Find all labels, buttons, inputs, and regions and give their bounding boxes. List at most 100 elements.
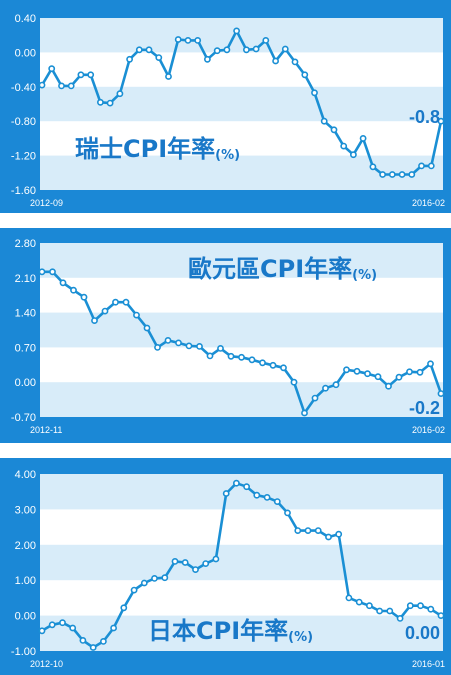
- data-point: [248, 356, 256, 364]
- y-tick-label: -0.70: [11, 412, 36, 424]
- data-point: [301, 71, 309, 79]
- chart-title-text: 日本CPI年率: [148, 617, 288, 645]
- data-point: [365, 602, 373, 610]
- data-point: [130, 586, 138, 594]
- data-point: [320, 117, 328, 125]
- data-point: [332, 381, 340, 389]
- data-point: [97, 98, 104, 106]
- y-tick-label: -1.20: [11, 151, 36, 163]
- data-point: [314, 527, 322, 534]
- data-point: [417, 602, 424, 610]
- grid-band: [40, 382, 443, 417]
- chart-title-text: 歐元區CPI年率: [188, 255, 352, 283]
- data-point: [143, 324, 151, 332]
- data-point: [59, 619, 66, 627]
- data-point: [242, 46, 250, 54]
- data-point: [340, 142, 348, 150]
- grid-band: [40, 18, 443, 53]
- x-start-label: 2012-11: [30, 425, 62, 435]
- chart-title-unit: (%): [352, 268, 377, 283]
- data-point: [155, 54, 163, 61]
- data-point: [165, 73, 172, 80]
- data-point: [294, 527, 302, 534]
- y-tick-label: 1.40: [15, 308, 36, 320]
- data-point: [343, 366, 350, 374]
- data-point: [325, 533, 332, 541]
- data-point: [49, 268, 56, 276]
- x-end-label: 2016-02: [412, 198, 445, 208]
- data-point: [284, 509, 291, 517]
- data-point: [80, 293, 88, 301]
- data-point: [416, 368, 424, 376]
- data-point: [311, 394, 319, 402]
- data-point: [364, 370, 371, 378]
- data-point: [184, 37, 192, 44]
- y-tick-label: 0.00: [15, 611, 36, 623]
- data-point: [259, 359, 266, 367]
- y-tick-label: 2.80: [15, 238, 36, 250]
- data-point: [396, 615, 404, 622]
- chart-title-text: 瑞士CPI年率: [75, 135, 215, 163]
- data-point: [181, 559, 189, 566]
- data-point: [335, 530, 343, 538]
- grid-band: [40, 312, 443, 348]
- data-point: [213, 47, 221, 55]
- y-tick-label: 2.00: [15, 540, 36, 552]
- data-point: [77, 71, 85, 79]
- data-point: [301, 409, 308, 417]
- data-point: [203, 55, 211, 63]
- data-point: [385, 382, 392, 390]
- data-point: [243, 483, 250, 491]
- y-tick-label: 0.70: [15, 342, 36, 354]
- data-point: [79, 637, 87, 644]
- data-point: [322, 384, 329, 392]
- x-start-label: 2012-10: [30, 659, 63, 669]
- data-point: [233, 27, 240, 35]
- y-tick-label: -0.40: [11, 82, 36, 94]
- data-point: [398, 171, 406, 178]
- data-point: [386, 607, 394, 615]
- data-point: [206, 352, 214, 360]
- data-point: [135, 46, 143, 54]
- data-point: [38, 627, 46, 635]
- grid-band: [40, 474, 443, 510]
- data-point: [185, 342, 193, 350]
- data-point: [171, 558, 179, 565]
- grid-band: [40, 615, 443, 651]
- x-end-label: 2016-02: [412, 425, 445, 435]
- data-point: [349, 151, 357, 159]
- data-point: [374, 373, 382, 381]
- data-point: [369, 163, 377, 171]
- y-tick-label: -1.60: [11, 185, 36, 197]
- chart-title: 瑞士CPI年率(%): [75, 135, 240, 163]
- data-point: [145, 46, 153, 54]
- data-point: [122, 298, 130, 306]
- chart-title-unit: (%): [288, 630, 313, 645]
- data-point: [48, 65, 56, 73]
- data-point: [263, 493, 271, 501]
- data-point: [376, 607, 383, 615]
- data-point: [223, 46, 231, 54]
- y-tick-label: 0.00: [15, 377, 36, 389]
- data-point: [202, 560, 210, 567]
- data-point: [38, 268, 46, 276]
- data-point: [281, 45, 289, 53]
- data-point: [175, 339, 182, 347]
- grid-band: [40, 243, 443, 278]
- data-point: [437, 390, 445, 397]
- data-point: [437, 117, 445, 125]
- x-end-label: 2016-01: [412, 659, 445, 669]
- data-point: [227, 352, 235, 360]
- end-value-label: -0.2: [409, 398, 440, 418]
- y-tick-label: 0.40: [15, 13, 36, 25]
- y-tick-label: 4.00: [15, 469, 36, 481]
- data-point: [120, 604, 128, 612]
- data-point: [406, 602, 414, 610]
- data-point: [151, 575, 158, 582]
- data-point: [126, 55, 134, 63]
- data-point: [291, 58, 299, 66]
